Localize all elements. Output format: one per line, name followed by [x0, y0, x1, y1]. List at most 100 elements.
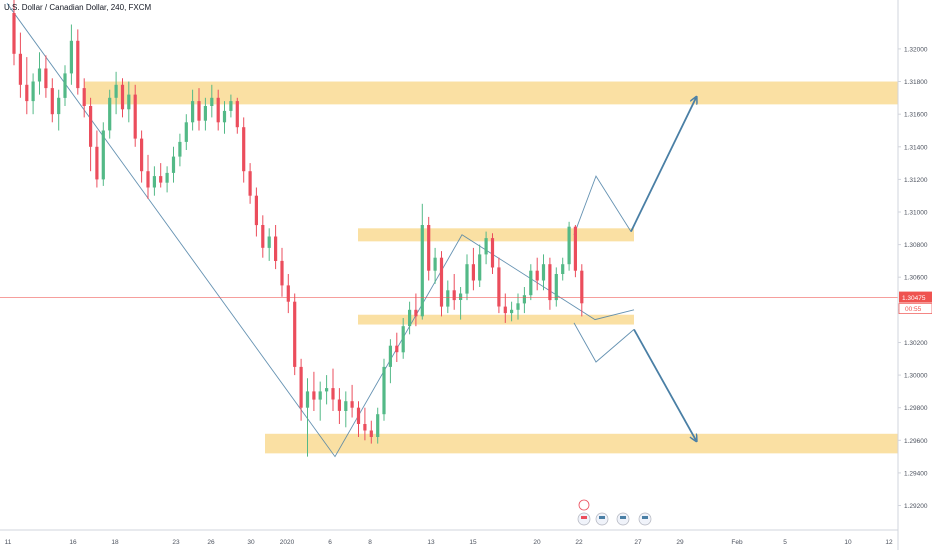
- candle-body: [133, 94, 137, 139]
- candle-body: [229, 101, 233, 111]
- x-tick-label: 12: [885, 539, 893, 546]
- y-tick-label: 1.31600: [904, 112, 928, 119]
- y-tick-label: 1.30800: [904, 242, 928, 249]
- countdown-background: [898, 303, 932, 314]
- candle-body: [18, 53, 22, 85]
- x-tick-label: Feb: [731, 539, 743, 546]
- candle-body: [274, 236, 278, 261]
- scenario-down-zigzag: [573, 322, 635, 363]
- candle-body: [12, 13, 16, 54]
- x-tick-label: 26: [207, 539, 215, 546]
- candle-body: [439, 257, 444, 307]
- candle-body: [433, 257, 437, 271]
- zone-upper-resistance: [84, 81, 898, 105]
- candle-body: [503, 306, 507, 314]
- candle-body: [280, 260, 284, 286]
- candle-body: [325, 388, 329, 392]
- candle-body: [497, 267, 501, 307]
- candle-body: [37, 68, 42, 82]
- candle-body: [286, 285, 290, 302]
- candle-body: [50, 88, 54, 115]
- candle-body: [490, 238, 495, 268]
- candle-body: [305, 391, 310, 408]
- event-flag-stripe: [581, 516, 587, 519]
- candle-body: [548, 264, 552, 301]
- x-tick-label: 23: [172, 539, 180, 546]
- candle-body: [363, 424, 367, 431]
- scenario-up-zigzag: [573, 175, 632, 235]
- candle-body: [242, 127, 246, 172]
- x-tick-label: 27: [634, 539, 642, 546]
- x-tick-label: 15: [469, 539, 477, 546]
- y-tick-label: 1.30600: [904, 275, 928, 282]
- candle-body: [159, 176, 163, 183]
- candle-body: [63, 73, 67, 98]
- y-tick-label: 1.29600: [904, 438, 928, 445]
- y-tick-label: 1.29400: [904, 470, 928, 477]
- y-tick-label: 1.30200: [904, 340, 928, 347]
- candle-body: [344, 401, 348, 411]
- candle-body: [510, 309, 514, 314]
- x-tick-label: 16: [69, 539, 77, 546]
- candle-body: [427, 225, 431, 271]
- y-tick-label: 1.30000: [904, 373, 928, 380]
- y-tick-label: 1.29800: [904, 405, 928, 412]
- candle-body: [541, 264, 546, 281]
- candle-body: [146, 171, 150, 188]
- candle-body: [395, 345, 399, 353]
- y-tick-label: 1.29200: [904, 503, 928, 510]
- candle-body: [580, 270, 584, 304]
- zone-lower-support: [265, 433, 898, 454]
- x-tick-label: 8: [368, 539, 372, 546]
- candle-body: [178, 141, 182, 157]
- candle-body: [222, 110, 227, 123]
- candle-body: [210, 97, 214, 106]
- scenario-down-arrow: [633, 328, 696, 440]
- y-tick-label: 1.31200: [904, 177, 928, 184]
- candle-body: [76, 40, 80, 89]
- candle-body: [171, 156, 176, 173]
- candle-body: [350, 401, 354, 408]
- candle-body: [369, 430, 373, 437]
- y-tick-label: 1.31000: [904, 210, 928, 217]
- y-tick-label: 1.31400: [904, 144, 928, 151]
- candle-body: [567, 226, 571, 265]
- zone-range-bottom: [358, 314, 634, 325]
- price-label-background: [899, 291, 932, 303]
- x-tick-label: 29: [676, 539, 684, 546]
- candle-body: [108, 97, 112, 131]
- countdown-label: 00:55: [905, 306, 922, 313]
- candle-body: [446, 290, 450, 307]
- candle-body: [248, 171, 252, 196]
- candle-body: [69, 40, 73, 74]
- candle-body: [522, 295, 526, 304]
- candle-body: [57, 97, 61, 115]
- zone-range-top: [358, 228, 634, 242]
- y-tick-label: 1.32000: [904, 46, 928, 53]
- candle-body: [408, 309, 412, 327]
- candle-body: [471, 264, 475, 281]
- event-alert-icon: [578, 499, 590, 511]
- candle-body: [152, 176, 156, 188]
- x-tick-label: 10: [844, 539, 852, 546]
- candle-body: [31, 81, 35, 102]
- candle-body: [465, 264, 469, 294]
- candle-body: [401, 326, 405, 353]
- candle-body: [318, 391, 322, 400]
- x-tick-label: 20: [533, 539, 541, 546]
- price-label: 1.30475: [902, 295, 926, 302]
- candle-body: [529, 270, 533, 296]
- candle-body: [356, 407, 361, 424]
- x-tick-label: 18: [111, 539, 119, 546]
- candle-body: [554, 274, 558, 301]
- candle-body: [573, 226, 577, 271]
- candle-body: [293, 301, 297, 367]
- candle-body: [459, 293, 463, 300]
- candle-body: [216, 97, 220, 123]
- y-tick-label: 1.31800: [904, 79, 928, 86]
- candle-body: [376, 414, 380, 437]
- candle-body: [299, 366, 303, 408]
- x-tick-label: 2020: [280, 539, 295, 546]
